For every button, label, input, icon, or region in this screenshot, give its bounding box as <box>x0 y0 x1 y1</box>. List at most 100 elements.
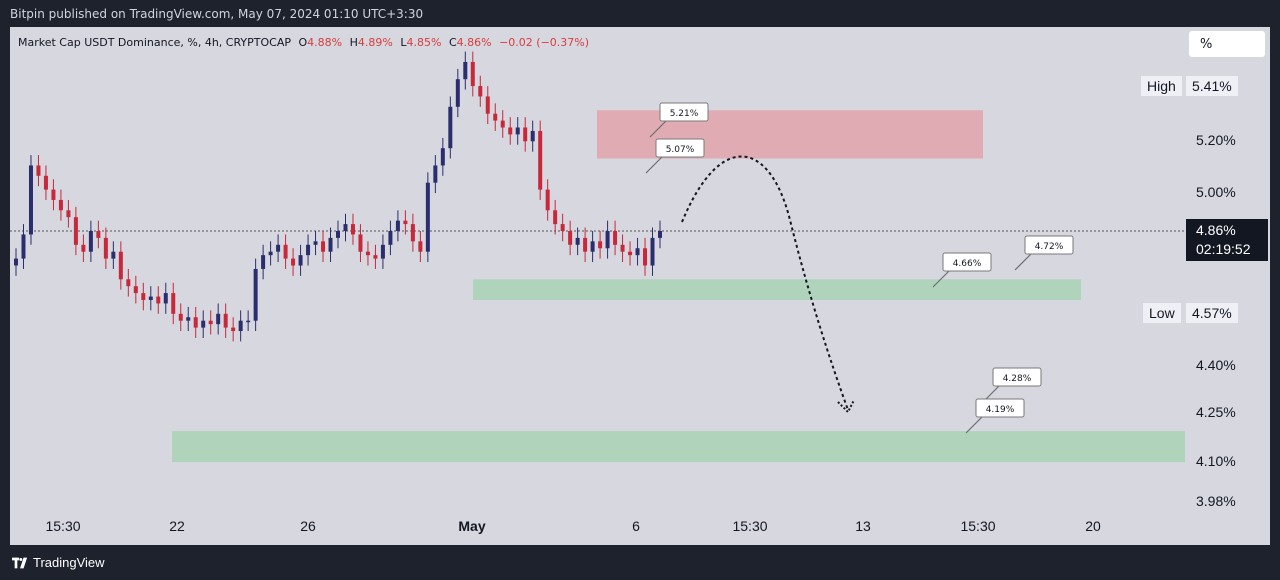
candle <box>306 234 311 266</box>
candle <box>418 231 423 263</box>
candle <box>321 231 326 263</box>
candle <box>395 210 400 242</box>
candle <box>523 117 528 152</box>
footer-brand: TradingView <box>33 555 105 570</box>
candle <box>201 310 206 338</box>
candle <box>141 282 146 311</box>
candle <box>261 244 266 280</box>
x-tick-label: 15:30 <box>45 518 81 534</box>
x-tick-label: May <box>458 518 486 534</box>
callout-label: 5.07% <box>666 145 695 155</box>
candle <box>36 155 41 187</box>
x-tick-label: 22 <box>169 518 185 534</box>
x-tick-label: 6 <box>632 518 640 534</box>
candle <box>343 213 348 242</box>
candle <box>650 227 655 276</box>
last-price: 4.86% <box>1196 222 1236 238</box>
candle <box>178 303 183 332</box>
candle <box>28 155 33 245</box>
price-callout: 4.66% <box>932 252 992 288</box>
y-tick-label: 4.25% <box>1196 404 1236 420</box>
callout-label: 4.28% <box>1003 374 1032 384</box>
footer-bar: TradingView <box>0 545 1280 580</box>
candle <box>283 234 288 269</box>
candle <box>73 206 78 256</box>
candle <box>246 310 251 332</box>
candle <box>575 227 580 256</box>
candle <box>208 310 213 335</box>
candle <box>515 117 520 145</box>
last-price-tag: 4.86% 02:19:52 <box>1186 219 1268 261</box>
unit-label: % <box>1200 37 1213 52</box>
candle <box>613 220 618 256</box>
bar-countdown: 02:19:52 <box>1196 241 1251 257</box>
candle <box>440 137 445 176</box>
y-tick-label: 3.98% <box>1196 493 1236 509</box>
y-tick-label: 5.00% <box>1196 184 1236 200</box>
candle <box>298 244 303 276</box>
candle <box>425 172 430 263</box>
candle <box>216 303 221 335</box>
price-callout: 5.07% <box>645 138 705 174</box>
y-tick-label: 5.20% <box>1196 132 1236 148</box>
low-key: L <box>400 36 407 49</box>
candle <box>96 220 101 249</box>
candle <box>380 234 385 269</box>
candle <box>111 241 116 269</box>
open-key: O <box>298 36 308 49</box>
price-callout: 4.72% <box>1014 235 1074 271</box>
candle <box>313 231 318 256</box>
price-callout: 5.21% <box>649 102 709 138</box>
candle <box>238 310 243 342</box>
candle <box>103 227 108 269</box>
close-value: 4.86% <box>456 36 492 49</box>
candle <box>553 199 558 235</box>
candle <box>231 317 236 342</box>
low-label: Low <box>1143 303 1181 323</box>
candle <box>163 282 168 314</box>
candle <box>493 103 498 131</box>
candle <box>455 68 460 118</box>
candle <box>508 117 513 145</box>
publish-bar: Bitpin published on TradingView.com, May… <box>0 0 1280 28</box>
change-value: −0.02 (−0.37%) <box>499 36 590 49</box>
x-tick-label: 15:30 <box>732 518 768 534</box>
candle <box>51 179 56 211</box>
candle <box>66 199 71 228</box>
unit-selector[interactable]: % <box>1189 31 1265 57</box>
candle <box>350 213 355 245</box>
candle <box>193 306 198 338</box>
candle <box>463 51 468 90</box>
callout-label: 5.21% <box>670 109 699 119</box>
candle <box>21 224 26 269</box>
ohlc-legend: Market Cap USDT Dominance, %, 4h, CRYPTO… <box>18 36 589 49</box>
candle <box>373 244 378 269</box>
candle <box>560 213 565 242</box>
candle <box>253 258 258 332</box>
candle <box>328 227 333 263</box>
candle <box>358 224 363 263</box>
open-value: 4.88% <box>307 36 343 49</box>
candle <box>388 220 393 256</box>
candle <box>291 248 296 276</box>
candle <box>433 155 438 194</box>
y-tick-label: 4.40% <box>1196 357 1236 373</box>
price-callout: 4.19% <box>965 398 1025 434</box>
candle <box>268 241 273 266</box>
tradingview-logo-icon <box>12 557 28 569</box>
candle <box>14 248 18 276</box>
high-value: 4.89% <box>357 36 393 49</box>
publisher-text: Bitpin published on TradingView.com, May… <box>10 7 424 21</box>
callout-label: 4.66% <box>953 259 982 269</box>
candle <box>635 237 640 266</box>
support-zone <box>172 431 1185 463</box>
low-value-tag: 4.57% <box>1186 303 1238 323</box>
candle <box>590 231 595 263</box>
close-key: C <box>448 36 457 49</box>
candle <box>478 75 483 107</box>
high-value-tag: 5.41% <box>1186 76 1238 96</box>
support-zone <box>473 279 1081 300</box>
candle <box>485 86 490 125</box>
candle <box>186 306 191 332</box>
